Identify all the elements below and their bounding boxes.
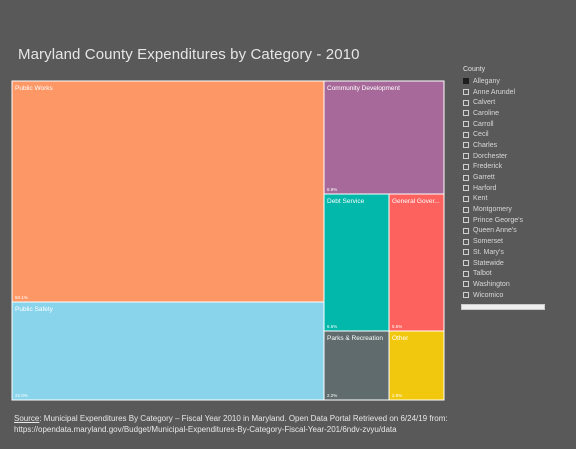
legend-item-queen-anne-s[interactable]: Queen Anne's xyxy=(463,226,563,237)
checkbox-icon[interactable] xyxy=(463,78,469,85)
legend-item-label: Kent xyxy=(473,195,488,203)
legend-item-washington[interactable]: Washington xyxy=(463,279,563,290)
tile-label-public-works: Public Works xyxy=(15,85,54,92)
legend-title: County xyxy=(463,66,486,73)
checkbox-icon[interactable] xyxy=(463,174,469,181)
legend-item-label: Washington xyxy=(473,280,510,288)
legend-item-label: Frederick xyxy=(473,163,503,171)
legend-item-label: Talbot xyxy=(473,270,492,278)
legend-item-label: Somerset xyxy=(473,238,503,246)
legend-item-label: Statewide xyxy=(473,259,504,267)
tile-label-debt-service: Debt Service xyxy=(327,198,365,205)
tile-value-community-development: 8.9% xyxy=(327,187,337,192)
legend-item-talbot[interactable]: Talbot xyxy=(463,268,563,279)
legend-item-label: Wicomico xyxy=(473,291,504,299)
legend-item-label: Carroll xyxy=(473,120,494,128)
tile-label-other: Other xyxy=(392,335,409,342)
legend-item-calvert[interactable]: Calvert xyxy=(463,97,563,108)
checkbox-icon[interactable] xyxy=(463,206,469,213)
legend-item-label: Harford xyxy=(473,184,497,192)
legend-item-label: Caroline xyxy=(473,109,500,117)
checkbox-icon[interactable] xyxy=(463,270,469,277)
legend-item-cecil[interactable]: Cecil xyxy=(463,129,563,140)
legend-item-label: Queen Anne's xyxy=(473,227,517,235)
legend-item-kent[interactable]: Kent xyxy=(463,194,563,205)
legend-item-harford[interactable]: Harford xyxy=(463,183,563,194)
legend-item-montgomery[interactable]: Montgomery xyxy=(463,204,563,215)
checkbox-icon[interactable] xyxy=(463,249,469,256)
legend-scrollbar[interactable] xyxy=(461,304,545,310)
source-line2: https://opendata.maryland.gov/Budget/Mun… xyxy=(14,424,397,434)
tile-value-public-safety: 22.0% xyxy=(15,393,28,398)
tile-label-public-safety: Public Safety xyxy=(15,306,54,313)
legend-item-label: Dorchester xyxy=(473,152,508,160)
checkbox-icon[interactable] xyxy=(463,260,469,267)
checkbox-icon[interactable] xyxy=(463,89,469,96)
tile-label-community-development: Community Development xyxy=(327,85,400,92)
checkbox-icon[interactable] xyxy=(463,153,469,160)
tile-other[interactable] xyxy=(388,330,445,401)
checkbox-icon[interactable] xyxy=(463,163,469,170)
tile-value-parks-recreation: 2.2% xyxy=(327,393,337,398)
legend-item-label: St. Mary's xyxy=(473,248,504,256)
legend-item-dorchester[interactable]: Dorchester xyxy=(463,151,563,162)
tile-label-parks-recreation: Parks & Recreation xyxy=(327,335,383,342)
legend-item-charles[interactable]: Charles xyxy=(463,140,563,151)
legend-item-frederick[interactable]: Frederick xyxy=(463,162,563,173)
tile-public-works[interactable] xyxy=(11,80,325,303)
checkbox-icon[interactable] xyxy=(463,99,469,106)
checkbox-icon[interactable] xyxy=(463,131,469,138)
tile-value-other: 2.8% xyxy=(392,393,402,398)
source-label: Source xyxy=(14,414,40,423)
checkbox-icon[interactable] xyxy=(463,142,469,149)
checkbox-icon[interactable] xyxy=(463,281,469,288)
tile-parks-recreation[interactable] xyxy=(323,330,390,401)
checkbox-icon[interactable] xyxy=(463,292,469,299)
legend-item-label: Montgomery xyxy=(473,206,512,214)
legend-item-label: Charles xyxy=(473,141,498,149)
legend-item-anne-arundel[interactable]: Anne Arundel xyxy=(463,87,563,98)
tile-general-gover[interactable] xyxy=(388,193,445,332)
legend-item-label: Prince George's xyxy=(473,216,523,224)
tile-debt-service[interactable] xyxy=(323,193,390,332)
legend-item-statewide[interactable]: Statewide xyxy=(463,258,563,269)
legend-item-garrett[interactable]: Garrett xyxy=(463,172,563,183)
source-line1: : Municipal Expenditures By Category – F… xyxy=(39,414,448,423)
tile-label-general-gover: General Gover... xyxy=(392,198,440,205)
tile-value-debt-service: 6.5% xyxy=(327,324,337,329)
checkbox-icon[interactable] xyxy=(463,227,469,234)
source-note: Source: Municipal Expenditures By Catego… xyxy=(14,414,514,435)
legend-item-somerset[interactable]: Somerset xyxy=(463,236,563,247)
county-legend: County Allegany Anne Arundel Calvert Caroli… xyxy=(463,66,563,300)
legend-item-label: Anne Arundel xyxy=(473,88,516,96)
legend-item-label: Calvert xyxy=(473,99,496,107)
checkbox-icon[interactable] xyxy=(463,121,469,128)
legend-item-carroll[interactable]: Carroll xyxy=(463,119,563,130)
legend-item-label: Garrett xyxy=(473,174,495,182)
tile-value-general-gover: 5.5% xyxy=(392,324,402,329)
legend-item-caroline[interactable]: Caroline xyxy=(463,108,563,119)
tile-community-development[interactable] xyxy=(323,80,445,195)
checkbox-icon[interactable] xyxy=(463,185,469,192)
legend-item-wicomico[interactable]: Wicomico xyxy=(463,290,563,301)
legend-item-st-mary-s[interactable]: St. Mary's xyxy=(463,247,563,258)
tile-public-safety[interactable] xyxy=(11,301,325,401)
chart-title: Maryland County Expenditures by Category… xyxy=(18,46,360,63)
legend-item-allegany[interactable]: Allegany xyxy=(463,76,563,87)
legend-item-label: Allegany xyxy=(473,77,500,85)
legend-item-label: Cecil xyxy=(473,131,489,139)
checkbox-icon[interactable] xyxy=(463,238,469,245)
legend-item-prince-george-s[interactable]: Prince George's xyxy=(463,215,563,226)
checkbox-icon[interactable] xyxy=(463,217,469,224)
checkbox-icon[interactable] xyxy=(463,110,469,117)
checkbox-icon[interactable] xyxy=(463,195,469,202)
tile-value-public-works: 50.1% xyxy=(15,295,28,300)
